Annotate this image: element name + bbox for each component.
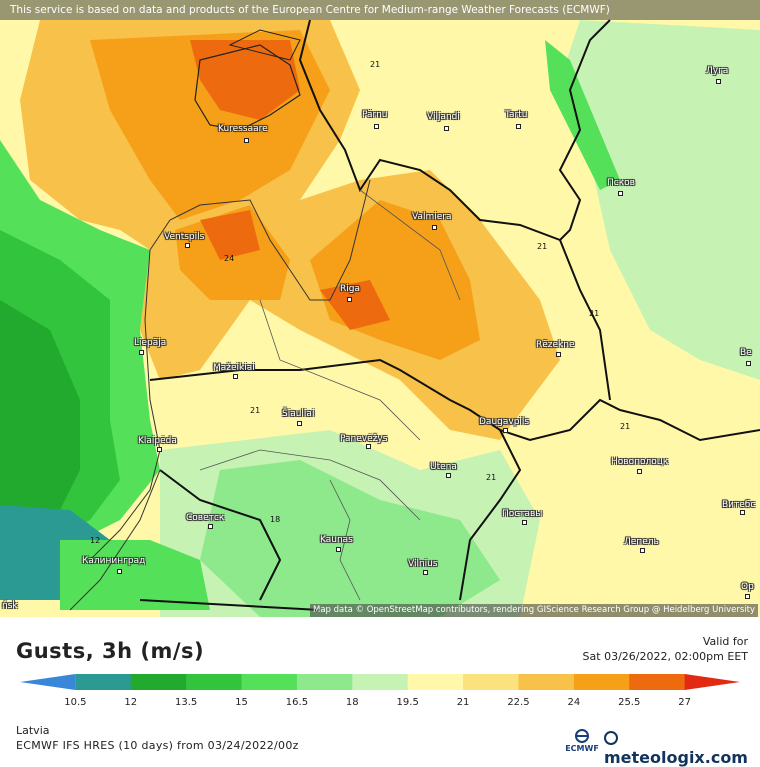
- contour-label: 18: [270, 515, 281, 524]
- country-borders: [139, 19, 760, 611]
- ecmwf-logo-icon: [575, 729, 589, 743]
- color-scale-tick-label: 10.5: [64, 697, 87, 708]
- gust-area-max-riga: [320, 280, 390, 330]
- kaliningrad-gust-area: [60, 540, 210, 610]
- attribution-top: This service is based on data and produc…: [0, 0, 760, 20]
- contour-label: 21: [589, 309, 600, 318]
- meteologix-logo-icon: [604, 731, 618, 745]
- color-scale-segment: [684, 674, 740, 690]
- contour-label: 21: [250, 406, 261, 415]
- hiiumaa-island: [228, 29, 301, 61]
- color-scale-tick-label: 22.5: [507, 697, 530, 708]
- color-scale-segment: [407, 674, 464, 690]
- legend-panel: Gusts, 3h (m/s) Valid for Sat 03/26/2022…: [0, 617, 760, 767]
- contour-label: 24: [224, 254, 235, 263]
- color-scale-tick-label: 21: [456, 697, 470, 708]
- meteologix-logo[interactable]: meteologix.com: [604, 729, 760, 767]
- region-label: Latvia: [16, 724, 50, 737]
- admin-borders: [199, 189, 461, 601]
- valid-time: Sat 03/26/2022, 02:00pm EET: [582, 650, 748, 663]
- color-scale-bar: [20, 674, 740, 690]
- color-scale-segment: [75, 674, 132, 690]
- color-scale-tick-label: 19.5: [396, 697, 419, 708]
- color-scale-segment: [130, 674, 187, 690]
- color-scale-segment: [20, 674, 76, 690]
- color-scale-tick-label: 12: [124, 697, 138, 708]
- gust-area-lake-peipus: [545, 40, 620, 190]
- contour-label: 12: [90, 536, 101, 545]
- gust-area-max-saaremaa: [190, 40, 300, 120]
- color-scale-tick-label: 24: [567, 697, 581, 708]
- curonian-spit: [69, 469, 161, 611]
- gust-area-lithuania: [200, 460, 500, 617]
- meteologix-logo-text: meteologix.com: [604, 748, 748, 767]
- color-scale-segment: [518, 674, 575, 690]
- color-scale-segment: [629, 674, 686, 690]
- weather-map[interactable]: This service is based on data and produc…: [0, 0, 760, 617]
- color-scale-tick-label: 13.5: [175, 697, 198, 708]
- color-scale-segment: [463, 674, 519, 690]
- color-scale-segment: [296, 674, 353, 690]
- map-canvas: [0, 0, 760, 617]
- attribution-bottom: Map data © OpenStreetMap contributors, r…: [310, 604, 758, 617]
- color-scale-tick-label: 16.5: [285, 697, 309, 708]
- color-scale-segment: [352, 674, 409, 690]
- color-scale-tick-label: 15: [235, 697, 248, 708]
- gust-area-east: [560, 20, 760, 380]
- color-scale-segment: [241, 674, 298, 690]
- valid-for-label: Valid for: [702, 635, 748, 648]
- saaremaa-island: [194, 44, 301, 131]
- ecmwf-logo-text: ECMWF: [565, 744, 599, 753]
- color-scale-segment: [186, 674, 243, 690]
- sea-gust-area-3: [0, 300, 80, 520]
- legend-title: Gusts, 3h (m/s): [16, 639, 205, 663]
- contour-label: 21: [486, 473, 497, 482]
- contour-label: 21: [537, 242, 548, 251]
- color-scale-tick-label: 18: [345, 697, 359, 708]
- color-scale-tick-label: 25.5: [618, 697, 641, 708]
- color-scale-tick-label: 27: [678, 697, 691, 708]
- contour-label: 21: [620, 422, 631, 431]
- contour-label: 21: [370, 60, 381, 69]
- color-scale-segment: [573, 674, 630, 690]
- model-run-label: ECMWF IFS HRES (10 days) from 03/24/2022…: [16, 739, 299, 752]
- gust-area-max-ventspils: [200, 210, 260, 260]
